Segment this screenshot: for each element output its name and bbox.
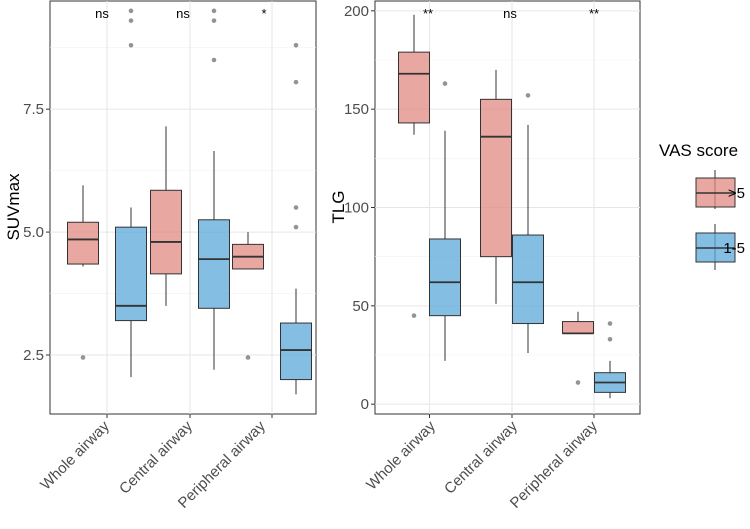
- outlier-point: [128, 18, 134, 23]
- suvmax-panel: 2.5 5.0 7.5 Whole airway Central airway Pe…: [4, 0, 317, 512]
- box-low-2: [594, 321, 626, 399]
- x-tick-central-airway: Central airway: [116, 417, 196, 497]
- significance-label: **: [423, 6, 433, 21]
- legend-label-high: >5: [728, 185, 745, 202]
- outlier-point: [607, 321, 613, 326]
- box-high-1: [480, 69, 512, 304]
- box-low-0: [429, 81, 461, 361]
- outlier-point: [211, 57, 217, 63]
- suvmax-gridlines: [50, 1, 316, 418]
- outlier-point: [293, 42, 299, 48]
- box-body: [150, 189, 182, 275]
- outlier-point: [525, 93, 531, 98]
- box-body: [512, 234, 544, 325]
- outlier-point: [211, 18, 217, 23]
- legend-item-high: >5: [695, 170, 745, 209]
- suvmax-y-ticks: 2.5 5.0 7.5: [23, 101, 50, 364]
- box-body: [67, 221, 99, 265]
- outlier-point: [607, 336, 613, 342]
- outlier-point: [293, 79, 299, 85]
- significance-label: *: [261, 6, 266, 21]
- box-low-1: [198, 8, 230, 370]
- outlier-point: [80, 355, 86, 360]
- tlg-x-ticks: Whole airway Central airway Peripheral a…: [363, 417, 601, 511]
- legend-item-low: 1-5: [695, 224, 745, 270]
- outlier-point: [293, 224, 299, 230]
- box-body: [562, 321, 594, 334]
- legend-title: VAS score: [659, 141, 738, 160]
- y-tick-label: 150: [344, 101, 369, 118]
- legend: VAS score >5 1-5: [659, 141, 745, 270]
- box-low-2: [280, 42, 312, 395]
- box-body: [198, 219, 230, 309]
- y-tick-label: 5.0: [23, 224, 44, 241]
- outlier-point: [128, 42, 134, 48]
- tlg-y-axis-title: TLG: [329, 190, 348, 223]
- outlier-point: [442, 81, 448, 86]
- outlier-point: [211, 8, 217, 14]
- suvmax-significance-labels: ns ns *: [95, 6, 266, 21]
- box-high-0: [398, 14, 430, 318]
- tlg-panel: 0 50 100 150 200 Whole airway Central airway…: [329, 0, 641, 512]
- outlier-point: [293, 205, 299, 210]
- legend-label-low: 1-5: [723, 240, 745, 257]
- y-tick-label: 200: [344, 3, 369, 20]
- significance-label: ns: [503, 6, 517, 21]
- tlg-boxes: [398, 14, 626, 399]
- suvmax-x-ticks: Whole airway Central airway Peripheral a…: [37, 417, 269, 511]
- box-high-2: [562, 311, 594, 385]
- x-tick-whole-airway: Whole airway: [37, 417, 113, 493]
- significance-label: **: [589, 6, 599, 21]
- x-tick-peripheral-airway: Peripheral airway: [507, 417, 601, 511]
- suvmax-boxes: [67, 8, 312, 395]
- y-tick-label: 0: [361, 396, 369, 413]
- outlier-point: [411, 313, 417, 318]
- outlier-point: [575, 380, 581, 385]
- tlg-significance-labels: ** ns **: [423, 6, 599, 21]
- x-tick-whole-airway: Whole airway: [363, 417, 439, 493]
- y-tick-label: 50: [352, 298, 369, 315]
- tlg-y-ticks: 0 50 100 150 200: [344, 3, 375, 413]
- box-body: [398, 51, 430, 124]
- outlier-point: [128, 8, 134, 14]
- box-body: [480, 98, 512, 258]
- box-low-1: [512, 93, 544, 354]
- x-tick-central-airway: Central airway: [441, 417, 521, 497]
- y-tick-label: 100: [344, 200, 369, 217]
- y-tick-label: 7.5: [23, 101, 44, 118]
- significance-label: ns: [95, 6, 109, 21]
- box-body: [280, 322, 312, 381]
- outlier-point: [245, 355, 251, 360]
- box-low-0: [115, 8, 147, 378]
- suvmax-y-axis-title: SUVmax: [4, 173, 23, 241]
- box-body: [429, 238, 461, 317]
- box-high-0: [67, 185, 99, 360]
- significance-label: ns: [176, 6, 190, 21]
- box-high-2: [232, 232, 264, 360]
- y-tick-label: 2.5: [23, 347, 44, 364]
- box-high-1: [150, 126, 182, 306]
- suvmax-plot-area: [49, 0, 317, 415]
